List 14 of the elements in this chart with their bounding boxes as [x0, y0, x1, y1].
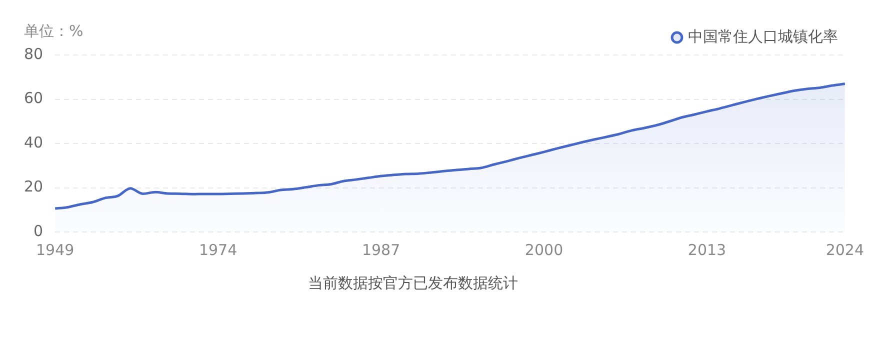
text: 当前数据按官方已发布数据统计 [308, 274, 519, 293]
x-tick-label: 2000 [524, 240, 564, 259]
y-tick-label: 80 [24, 44, 44, 63]
y-tick-label: 0 [34, 222, 44, 240]
y-tick-label: 60 [24, 89, 44, 108]
x-tick-label: 2013 [688, 240, 726, 259]
y-tick-label: 40 [24, 133, 44, 152]
y-axis-title: 单位：% [24, 22, 84, 41]
legend-label: 中国常住人口城镇化率 [688, 27, 838, 46]
x-tick-label: 1949 [36, 240, 74, 259]
x-tick-label: 1987 [362, 240, 400, 259]
x-tick-label: 1974 [198, 240, 238, 259]
y-tick-label: 20 [24, 178, 44, 196]
x-tick-label: 2024 [826, 240, 864, 259]
